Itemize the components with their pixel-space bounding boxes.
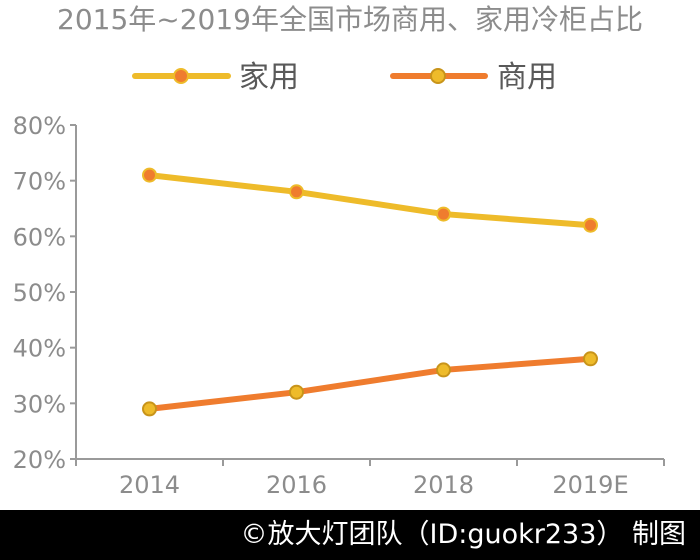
y-tick-label: 20% xyxy=(13,446,66,474)
series-layer xyxy=(142,167,598,417)
legend-label-household: 家用 xyxy=(239,60,299,95)
y-tick-label: 60% xyxy=(13,223,66,251)
y-tick-label: 50% xyxy=(13,279,66,307)
x-tick-label: 2014 xyxy=(119,471,180,499)
x-tick-label: 2018 xyxy=(413,471,474,499)
x-tick-label: 2016 xyxy=(266,471,327,499)
series-line-0 xyxy=(146,172,594,229)
chart-title: 2015年~2019年全国市场商用、家用冷柜占比 xyxy=(57,3,643,36)
legend: 家用 商用 xyxy=(132,60,557,95)
data-point xyxy=(436,206,451,222)
x-tick-label: 2019E xyxy=(552,471,628,499)
data-point xyxy=(583,351,598,367)
data-point xyxy=(142,401,157,417)
data-point xyxy=(289,384,304,400)
legend-item-commercial: 商用 xyxy=(390,60,557,95)
line-chart: 2015年~2019年全国市场商用、家用冷柜占比 家用 商用 20% 30% 40%… xyxy=(13,3,665,499)
legend-label-commercial: 商用 xyxy=(497,60,557,95)
legend-marker-commercial xyxy=(430,68,446,84)
y-tick-label: 70% xyxy=(13,168,66,196)
data-point xyxy=(142,167,157,183)
y-tick-label: 40% xyxy=(13,335,66,363)
footer-credit: ©放大灯团队（ID:guokr233） 制图 xyxy=(0,510,700,560)
legend-marker-household xyxy=(173,68,189,84)
data-point xyxy=(436,362,451,378)
y-tick-label: 30% xyxy=(13,390,66,418)
series-line-1 xyxy=(146,355,594,412)
axes: 20% 30% 40% 50% 60% 70% 80% 2014 2016 2018 2019E xyxy=(13,112,665,499)
legend-item-household: 家用 xyxy=(132,60,299,95)
y-tick-label: 80% xyxy=(13,112,66,140)
data-point xyxy=(583,217,598,233)
data-point xyxy=(289,184,304,200)
